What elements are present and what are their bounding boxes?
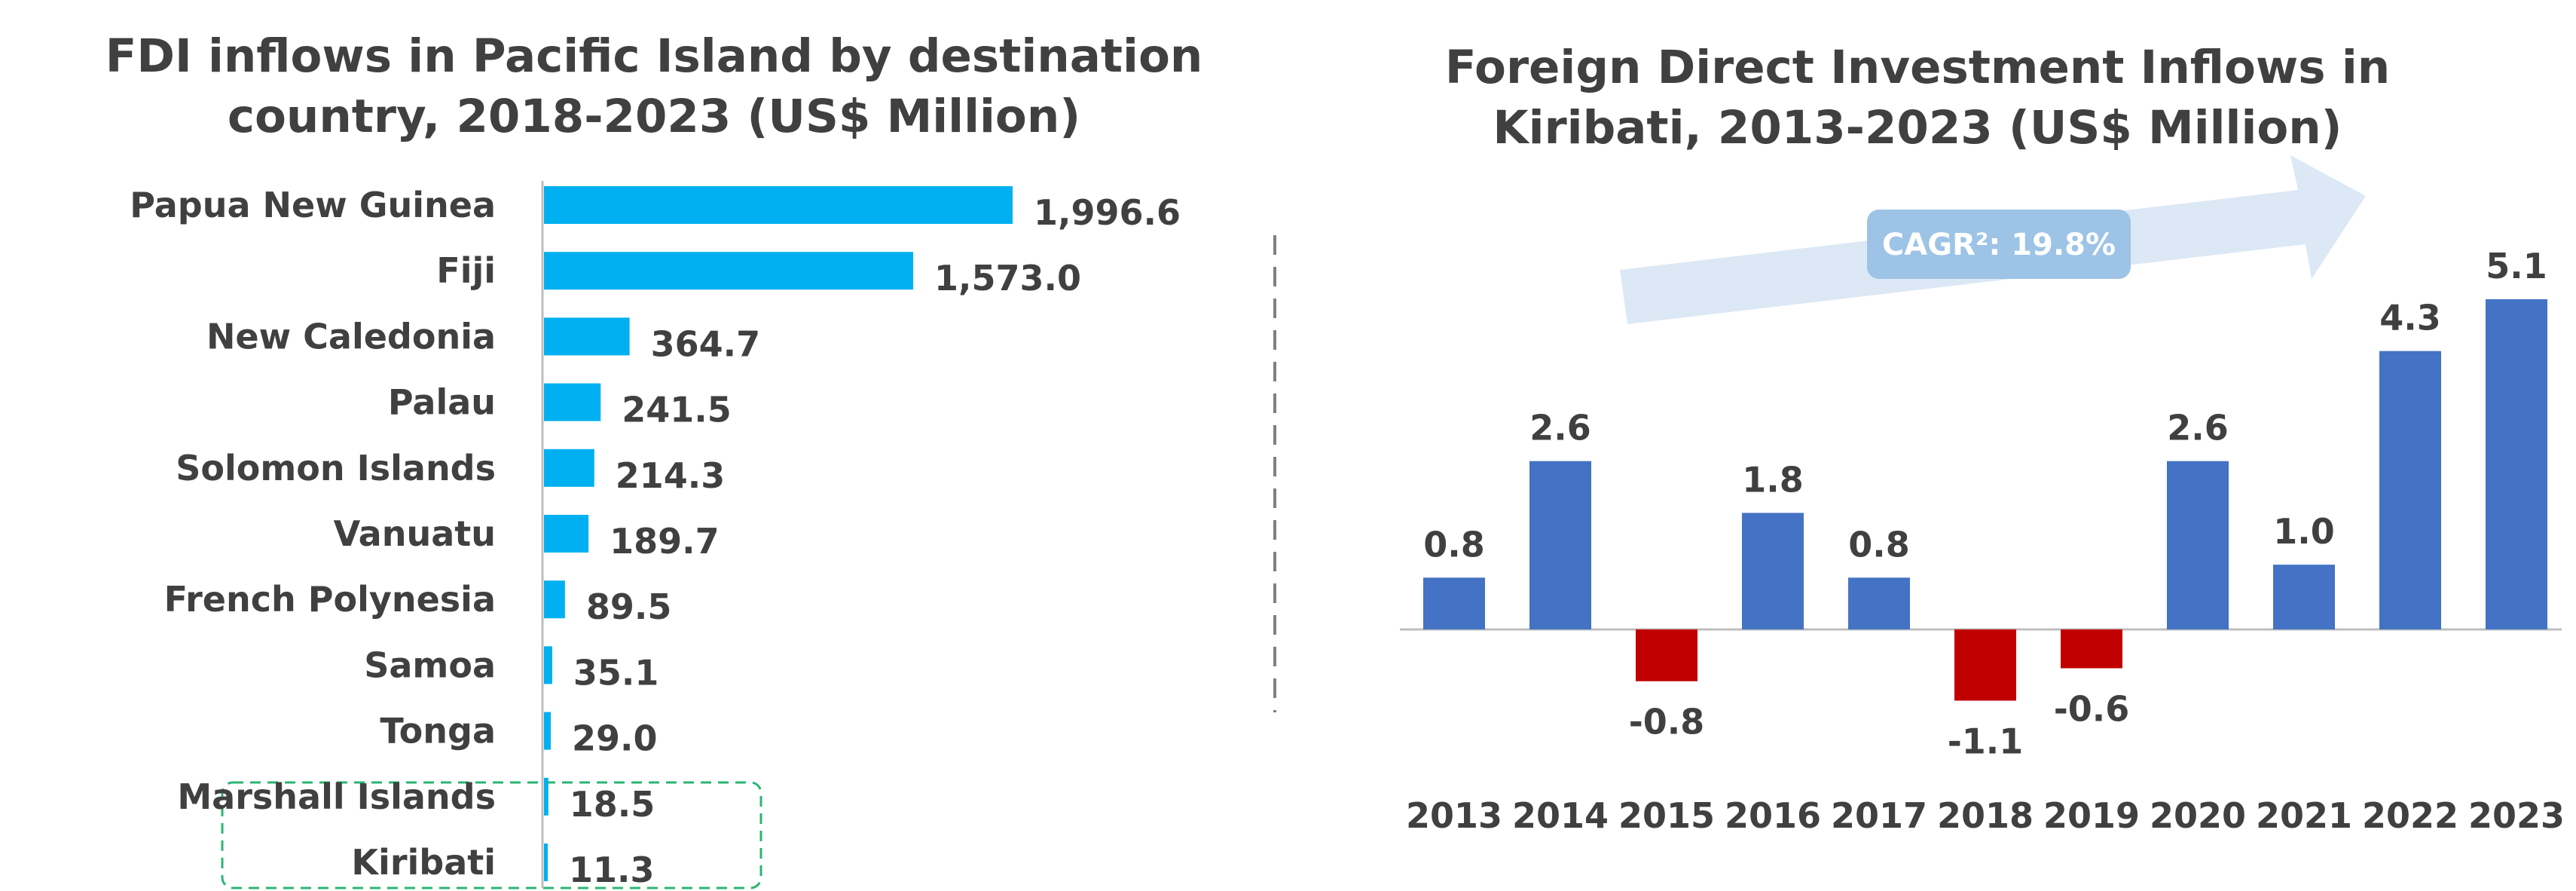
- value-label: 1,996.6: [1034, 192, 1181, 233]
- value-label: 89.5: [586, 586, 672, 627]
- category-label: Palau: [388, 382, 496, 423]
- category-label: Papua New Guinea: [130, 185, 496, 225]
- bar-2022: [2379, 351, 2441, 629]
- value-label: 0.8: [1423, 524, 1485, 565]
- category-label: Fiji: [436, 250, 496, 291]
- bar-2014: [1529, 461, 1591, 629]
- value-label: 189.7: [610, 521, 720, 562]
- x-tick-label: 2016: [1725, 795, 1821, 836]
- category-label: French Polynesia: [164, 579, 496, 620]
- bar-kiribati: [544, 844, 548, 881]
- category-label: New Caledonia: [206, 316, 496, 357]
- bar-2016: [1742, 513, 1804, 629]
- category-label: Kiribati: [351, 842, 496, 883]
- x-tick-label: 2018: [1937, 795, 2034, 836]
- bar-solomon-islands: [544, 449, 594, 487]
- value-label: -0.6: [2054, 689, 2130, 730]
- x-tick-label: 2014: [1512, 795, 1609, 836]
- category-label: Vanuatu: [334, 513, 496, 554]
- value-label: 11.3: [569, 850, 655, 890]
- value-label: 5.1: [2486, 246, 2547, 286]
- value-label: 364.7: [651, 323, 761, 364]
- highlight-box: [221, 781, 762, 889]
- bar-2017: [1848, 577, 1910, 629]
- value-label: 29.0: [572, 718, 658, 759]
- bar-2018: [1954, 629, 2016, 701]
- bar-marshall-islands: [544, 777, 549, 816]
- value-label: 214.3: [616, 455, 726, 496]
- bar-2013: [1423, 577, 1485, 629]
- x-tick-label: 2021: [2256, 795, 2352, 836]
- bar-vanuatu: [544, 515, 589, 553]
- bar-tonga: [544, 712, 552, 750]
- fdi-by-country-chart: FDI inflows in Pacific Island by destina…: [105, 29, 1203, 890]
- x-tick-label: 2019: [2043, 795, 2140, 836]
- value-label: 2.6: [1529, 408, 1591, 449]
- value-label: 35.1: [573, 652, 659, 693]
- bar-papua-new-guinea: [544, 186, 1013, 224]
- value-label: 4.3: [2379, 298, 2441, 338]
- value-label: 0.8: [1848, 524, 1910, 565]
- category-label: Marshall Islands: [177, 776, 496, 817]
- right-chart-title-line-2: Kiribati, 2013-2023 (US$ Million): [1493, 101, 2342, 155]
- category-label: Samoa: [364, 645, 496, 685]
- value-label: 1,573.0: [934, 258, 1081, 299]
- x-tick-label: 2023: [2468, 795, 2565, 836]
- cagr-annotation: CAGR²: 19.8%: [1882, 228, 2116, 262]
- value-label: 2.6: [2167, 408, 2229, 449]
- left-chart-title-line-2: country, 2018-2023 (US$ Million): [228, 90, 1080, 143]
- bar-samoa: [544, 646, 552, 684]
- cagr-badge: [1867, 210, 2131, 279]
- value-label: -1.1: [1948, 721, 2024, 761]
- value-label: 1.0: [2273, 511, 2335, 552]
- bar-2021: [2273, 565, 2335, 629]
- kiribati-fdi-chart: Foreign Direct Investment Inflows in Kir…: [1400, 41, 2565, 836]
- value-label: 1.8: [1742, 459, 1804, 500]
- x-tick-label: 2017: [1831, 795, 1927, 836]
- bar-french-polynesia: [544, 580, 565, 619]
- category-label: Solomon Islands: [176, 448, 496, 488]
- bar-fiji: [544, 252, 914, 290]
- bar-2023: [2486, 299, 2547, 629]
- bar-2020: [2167, 461, 2229, 629]
- bar-new-caledonia: [544, 317, 630, 356]
- value-label: -0.8: [1629, 702, 1705, 742]
- x-tick-label: 2020: [2150, 795, 2246, 836]
- left-chart-title-line-1: FDI inflows in Pacific Island by destina…: [105, 29, 1203, 83]
- bar-2015: [1636, 629, 1697, 681]
- x-tick-label: 2015: [1618, 795, 1715, 836]
- value-label: 241.5: [622, 390, 732, 430]
- bar-2019: [2061, 629, 2122, 669]
- x-tick-label: 2022: [2362, 795, 2458, 836]
- x-tick-label: 2013: [1406, 795, 1502, 836]
- category-label: Tonga: [380, 711, 496, 752]
- value-label: 18.5: [570, 784, 655, 825]
- bar-palau: [544, 383, 601, 421]
- right-chart-title-line-1: Foreign Direct Investment Inflows in: [1445, 41, 2390, 94]
